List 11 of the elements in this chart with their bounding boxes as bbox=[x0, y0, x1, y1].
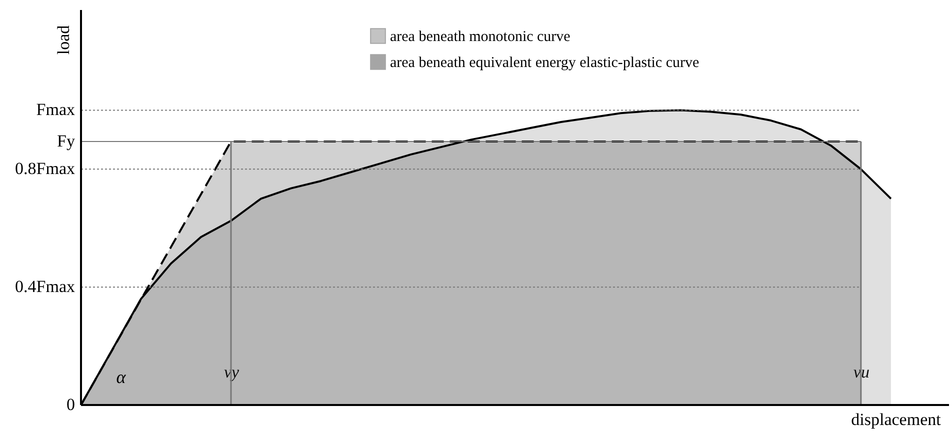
ref-line-label: Fmax bbox=[36, 100, 76, 120]
legend-label: area beneath equivalent energy elastic-plastic curve bbox=[390, 55, 700, 71]
annotation: 0 bbox=[66, 395, 75, 414]
legend-label: area beneath monotonic curve bbox=[390, 29, 571, 45]
x-tick-label: vu bbox=[853, 362, 870, 382]
annotation: α bbox=[116, 367, 126, 387]
ref-line-label: 0.8Fmax bbox=[15, 159, 76, 178]
ref-line-label: Fy bbox=[57, 131, 76, 150]
ref-line-label: 0.4Fmax bbox=[15, 277, 76, 296]
y-axis-title: load bbox=[54, 24, 73, 55]
x-axis-title: displacement bbox=[851, 410, 942, 429]
